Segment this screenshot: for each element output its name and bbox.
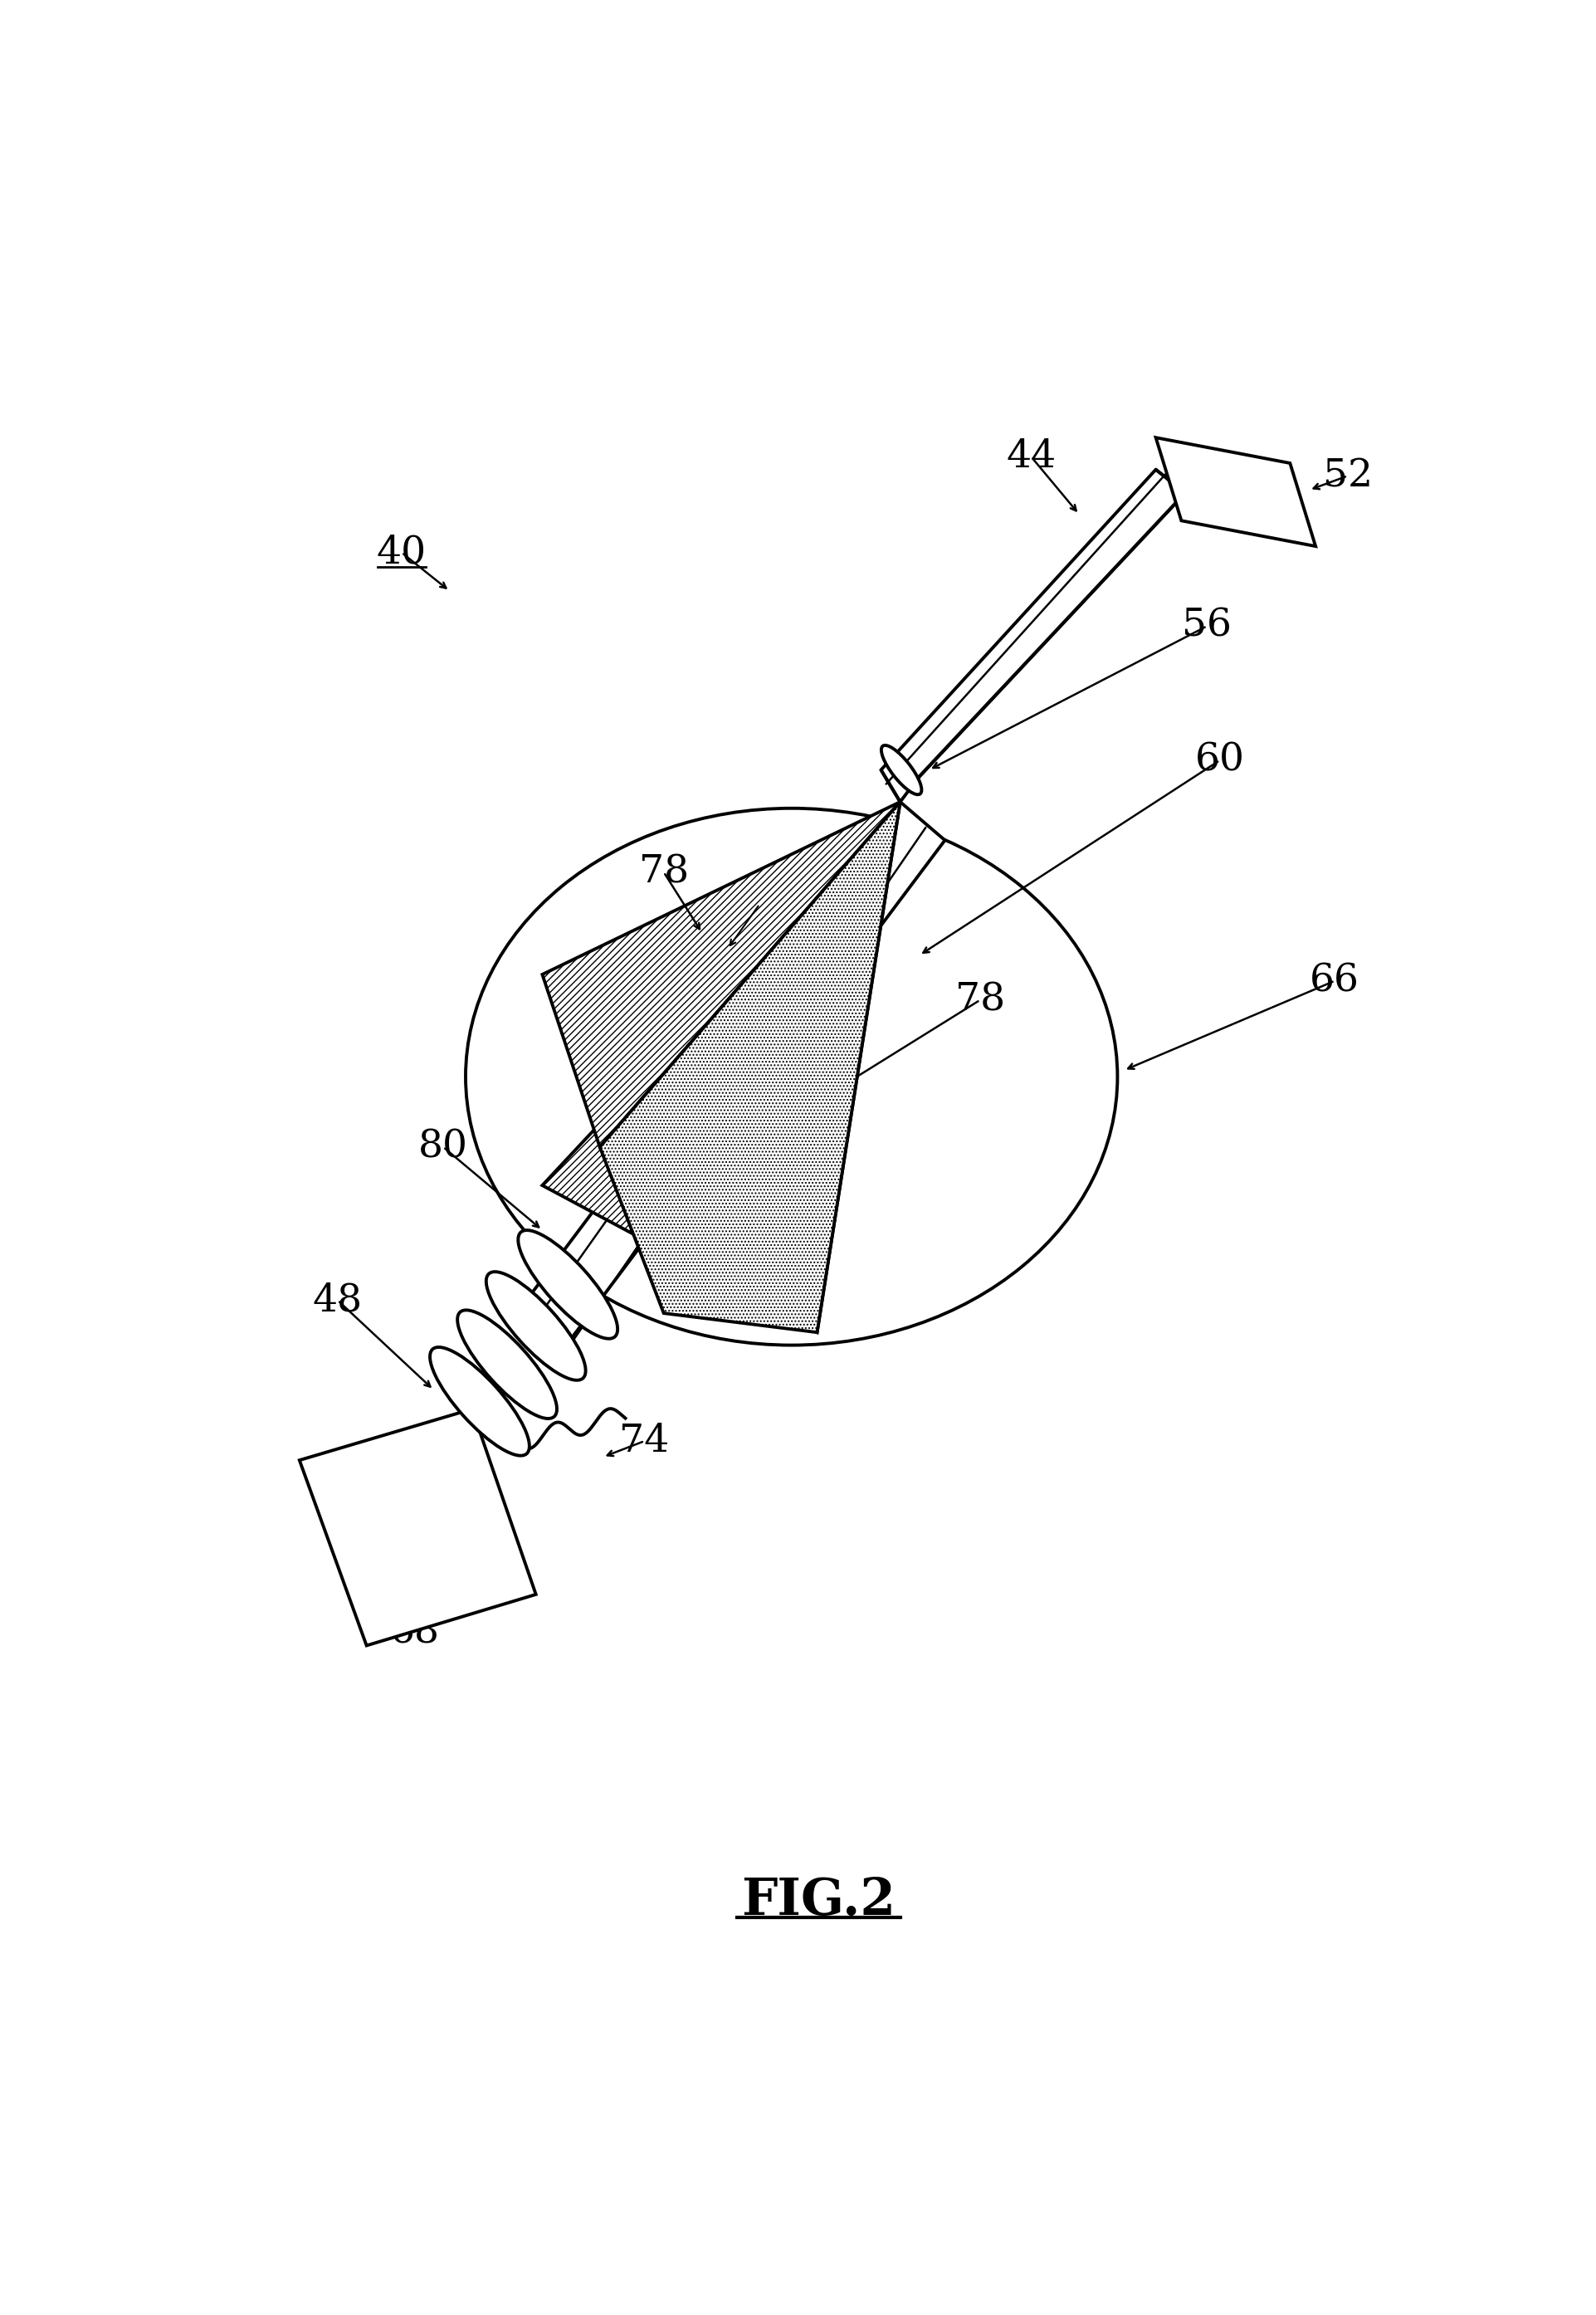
Ellipse shape <box>456 1310 557 1419</box>
Ellipse shape <box>429 1347 530 1456</box>
Polygon shape <box>600 801 900 1333</box>
Text: 74: 74 <box>619 1421 669 1461</box>
Text: 78: 78 <box>638 854 688 891</box>
Text: 78: 78 <box>954 982 1004 1019</box>
Polygon shape <box>517 801 945 1352</box>
Text: 68: 68 <box>389 1614 439 1651</box>
Ellipse shape <box>517 1229 618 1338</box>
Text: 48: 48 <box>313 1283 362 1320</box>
Polygon shape <box>543 801 900 1146</box>
Text: 60: 60 <box>1194 741 1243 780</box>
Polygon shape <box>300 1410 536 1646</box>
Text: 66: 66 <box>1309 963 1358 1000</box>
Text: 80: 80 <box>418 1127 468 1167</box>
Polygon shape <box>1156 438 1315 546</box>
Ellipse shape <box>485 1271 586 1380</box>
Text: 52: 52 <box>1321 456 1371 495</box>
Polygon shape <box>543 801 900 1333</box>
Text: FIG.2: FIG.2 <box>741 1875 895 1926</box>
Text: 44: 44 <box>1005 438 1055 475</box>
Text: 56: 56 <box>1181 607 1231 646</box>
Text: 40: 40 <box>377 535 426 572</box>
Ellipse shape <box>881 745 921 794</box>
